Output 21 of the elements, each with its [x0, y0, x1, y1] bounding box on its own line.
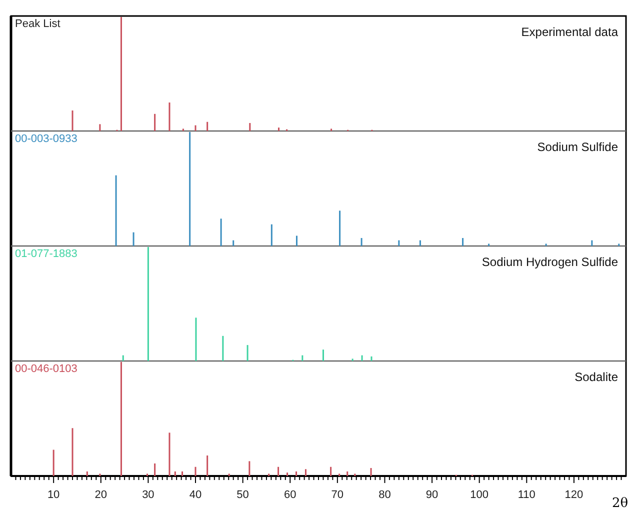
x-tick-label: 40 [189, 489, 202, 501]
x-axis-title: 2θ [612, 496, 628, 510]
x-tick-label: 20 [94, 489, 108, 501]
text: Experimental data [521, 25, 618, 39]
x-tick-label: 100 [470, 489, 489, 501]
x-tick-label: 120 [564, 489, 584, 501]
chart-subtitle: Peak List [15, 18, 60, 30]
text: Sodium Hydrogen Sulfide [482, 255, 618, 269]
x-tick-label: 70 [331, 489, 344, 501]
text: Sodalite [574, 370, 618, 384]
x-tick-label: 60 [284, 489, 296, 501]
x-tick-label: 90 [426, 489, 438, 501]
x-tick-label: 110 [518, 489, 536, 501]
chart-subtitle: 00-046-0103 [15, 363, 78, 375]
x-tick-label: 30 [142, 489, 154, 501]
x-tick-label: 80 [378, 489, 391, 501]
text: Sodium Sulfide [537, 140, 618, 154]
chart-subtitle: 00-003-0933 [15, 133, 78, 145]
x-tick-label: 50 [236, 489, 249, 501]
x-tick-label: 10 [47, 489, 60, 501]
chart-subtitle: 01-077-1883 [15, 248, 78, 260]
